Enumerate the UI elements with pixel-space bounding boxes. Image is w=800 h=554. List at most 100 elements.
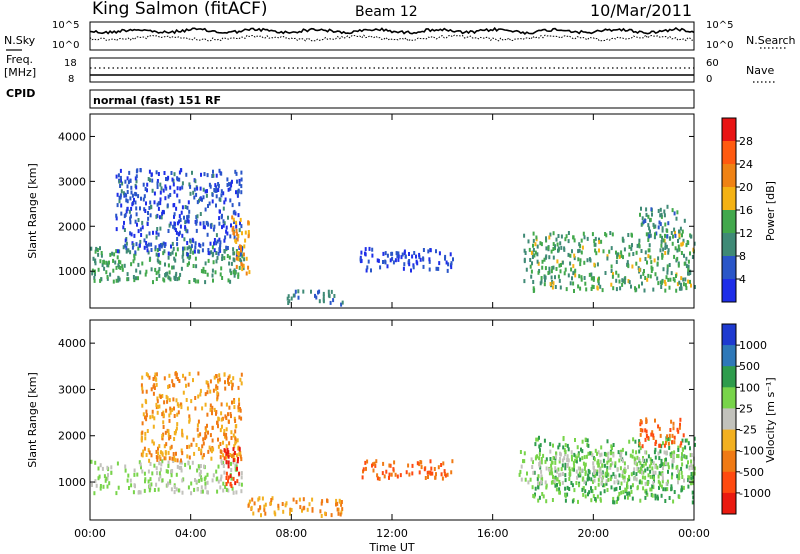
data-cell <box>645 458 648 463</box>
data-cell <box>644 475 647 480</box>
data-cell <box>532 493 535 498</box>
data-cell <box>231 486 234 491</box>
data-cell <box>164 451 167 456</box>
data-cell <box>156 202 159 207</box>
data-cell <box>141 220 144 225</box>
data-cell <box>596 286 599 291</box>
data-cell <box>158 246 161 251</box>
data-cell <box>205 434 208 439</box>
data-cell <box>221 416 224 421</box>
data-cell <box>667 250 670 255</box>
data-cell <box>687 259 690 264</box>
data-cell <box>559 472 562 477</box>
data-cell <box>556 242 559 247</box>
data-cell <box>237 405 240 410</box>
data-cell <box>217 379 220 384</box>
data-cell <box>147 479 150 484</box>
data-cell <box>117 275 120 280</box>
data-cell <box>567 252 570 257</box>
data-cell <box>229 268 232 273</box>
data-cell <box>573 488 576 493</box>
data-cell <box>143 194 146 199</box>
data-cell <box>626 495 629 500</box>
x-tick-label: 12:00 <box>376 527 408 540</box>
data-cell <box>156 185 159 189</box>
data-cell <box>297 289 300 294</box>
data-cell <box>392 260 395 265</box>
data-cell <box>209 403 212 408</box>
data-cell <box>202 266 205 271</box>
data-cell <box>252 511 255 516</box>
data-cell <box>623 478 626 483</box>
data-cell <box>660 471 663 476</box>
data-cell <box>536 476 539 481</box>
data-cell <box>582 461 585 466</box>
data-cell <box>562 437 565 442</box>
data-cell <box>190 491 193 496</box>
data-cell <box>569 281 572 286</box>
colorbar-tick-label: 12 <box>739 227 753 240</box>
data-cell <box>143 488 146 493</box>
data-cell <box>615 287 618 292</box>
data-cell <box>220 215 223 220</box>
data-cell <box>553 477 556 481</box>
data-cell <box>585 454 588 459</box>
data-cell <box>182 390 185 395</box>
data-cell <box>623 475 626 480</box>
data-cell <box>583 466 586 471</box>
data-cell <box>568 468 571 473</box>
data-cell <box>172 203 175 208</box>
data-cell <box>612 453 615 458</box>
data-cell <box>123 220 125 225</box>
data-cell <box>124 468 127 473</box>
data-cell <box>640 466 643 471</box>
data-cell <box>572 264 575 269</box>
data-cell <box>550 269 553 274</box>
data-cell <box>184 225 187 230</box>
data-cell <box>540 279 543 284</box>
data-cell <box>170 244 172 249</box>
data-cell <box>180 458 182 463</box>
data-cell <box>560 234 563 239</box>
data-cell <box>615 486 618 491</box>
data-cell <box>201 248 204 253</box>
colorbar-tick-label: 28 <box>739 135 753 148</box>
data-cell <box>215 203 217 208</box>
data-cell <box>330 513 333 518</box>
data-cell <box>146 429 149 433</box>
data-cell <box>540 469 543 474</box>
data-cell <box>151 188 154 193</box>
data-cell <box>384 259 387 264</box>
data-cell <box>600 452 603 457</box>
data-cell <box>301 508 303 513</box>
data-cell <box>557 246 560 251</box>
data-cell <box>548 471 551 476</box>
data-cell <box>666 264 669 269</box>
data-cell <box>145 453 148 457</box>
colorbar-tick-label: -100 <box>739 445 764 458</box>
data-cell <box>91 268 94 273</box>
data-cell <box>143 207 146 212</box>
data-cell <box>684 455 687 459</box>
data-cell <box>202 441 205 446</box>
data-cell <box>167 251 170 256</box>
data-cell <box>644 481 647 486</box>
data-cell <box>106 275 109 279</box>
data-cell <box>333 294 336 298</box>
data-cell <box>195 215 198 220</box>
data-cell <box>567 458 570 463</box>
data-cell <box>245 256 248 261</box>
data-cell <box>532 460 534 465</box>
data-cell <box>240 177 243 182</box>
data-cell <box>551 471 554 476</box>
data-cell <box>590 272 593 277</box>
data-cell <box>112 258 115 263</box>
data-cell <box>196 468 199 473</box>
data-cell <box>287 301 290 305</box>
data-cell <box>225 245 228 250</box>
data-cell <box>231 179 233 184</box>
data-cell <box>376 258 379 263</box>
data-cell <box>540 276 543 280</box>
data-cell <box>668 285 671 290</box>
